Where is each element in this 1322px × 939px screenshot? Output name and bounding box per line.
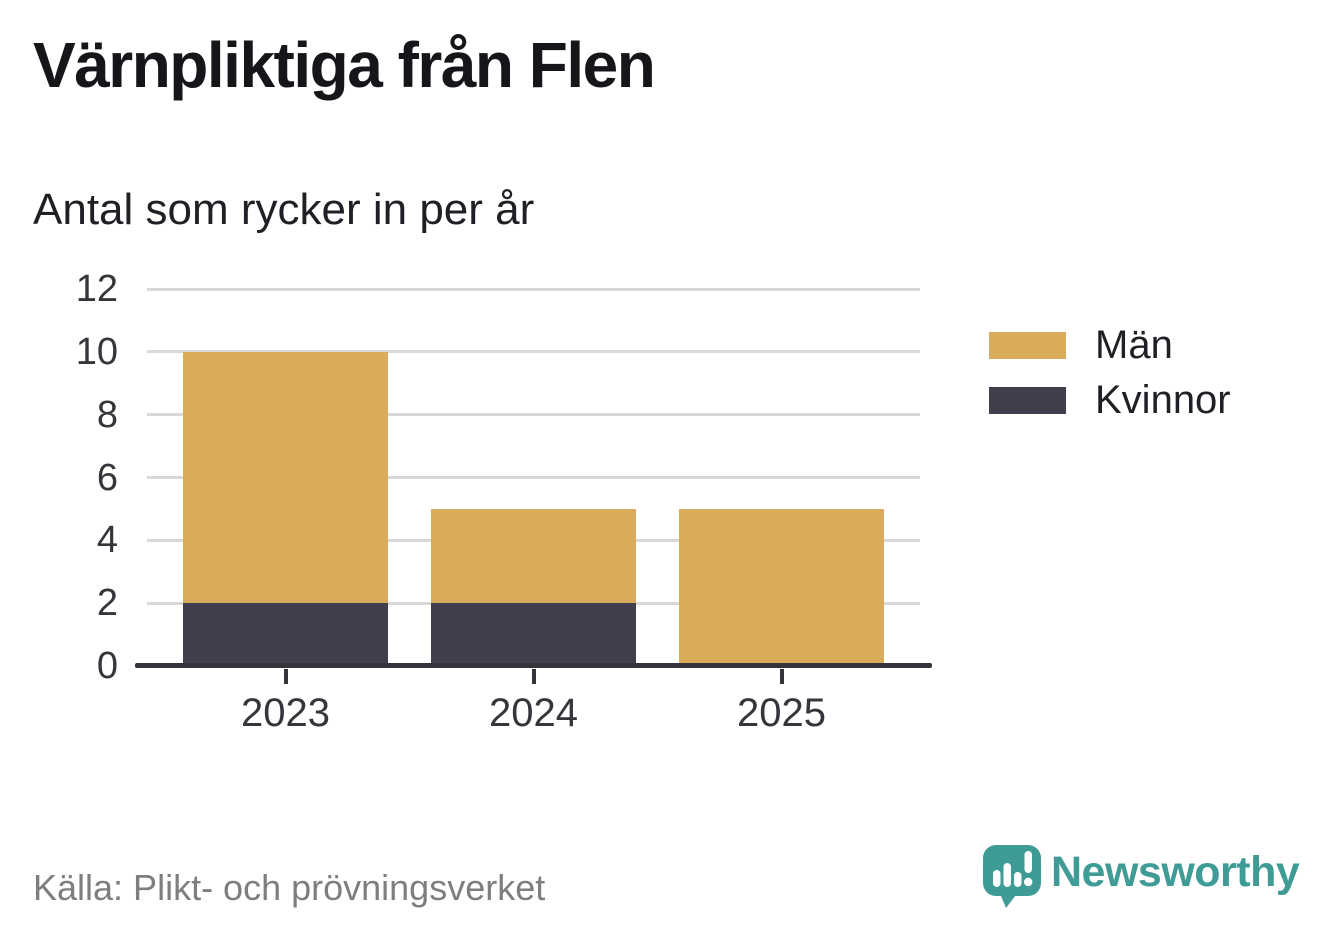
y-tick-label-2: 2 (96, 582, 118, 625)
x-tick-label-2025: 2025 (737, 691, 826, 735)
x-tick-2025 (779, 669, 784, 684)
x-tick-2023 (283, 669, 288, 684)
bar-2023-Män (183, 351, 388, 604)
bar-2025-Män (679, 508, 884, 666)
legend-item-män: Män (989, 322, 1231, 367)
legend-item-kvinnor: Kvinnor (989, 377, 1231, 422)
chart-title: Värnpliktiga från Flen (33, 29, 656, 101)
legend-swatch-kvinnor (989, 386, 1066, 414)
y-tick-label-6: 6 (96, 456, 118, 499)
bar-2023-Kvinnor (183, 603, 388, 666)
brand-name: Newsworthy (1051, 848, 1300, 896)
brand-logo: Newsworthy (983, 845, 1300, 908)
chart-subtitle: Antal som rycker in per år (33, 185, 535, 234)
x-tick-label-2024: 2024 (489, 691, 578, 735)
y-tick-label-8: 8 (96, 393, 118, 436)
gridline-y6 (147, 476, 920, 479)
plot-area: 0 2 4 6 8 10 12 2023 2024 2025 (76, 270, 932, 734)
x-tick-2024 (531, 669, 536, 684)
newsworthy-icon (983, 845, 1041, 908)
bar-2024-Män (431, 508, 636, 604)
gridline-y8 (147, 413, 920, 417)
legend-label-män: Män (1095, 322, 1173, 367)
y-tick-label-0: 0 (96, 645, 118, 687)
x-axis-line (135, 663, 932, 668)
legend-label-kvinnor: Kvinnor (1095, 377, 1231, 422)
gridline-y10 (147, 350, 920, 354)
legend: Män Kvinnor (989, 322, 1231, 422)
y-tick-label-4: 4 (96, 519, 118, 562)
bar-2024-Kvinnor (431, 603, 636, 666)
x-tick-label-2023: 2023 (241, 691, 330, 735)
y-tick-label-12: 12 (75, 268, 118, 310)
legend-swatch-män (989, 331, 1066, 359)
y-tick-label-10: 10 (75, 330, 118, 373)
gridline-y12 (147, 287, 920, 291)
source-note: Källa: Plikt- och prövningsverket (33, 867, 546, 908)
